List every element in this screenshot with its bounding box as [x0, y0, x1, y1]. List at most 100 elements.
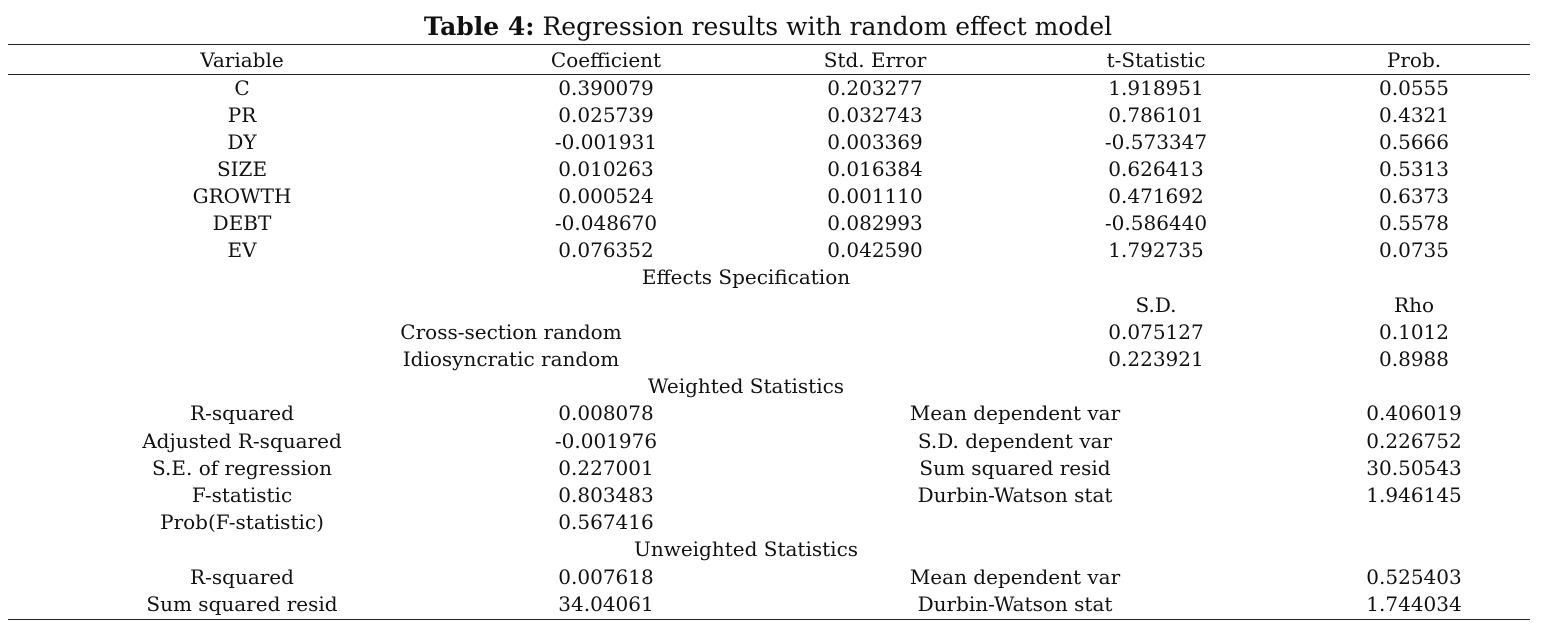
t-statistic-cell: 1.918951	[1108, 76, 1204, 100]
stat-value-cell: 34.04061	[558, 592, 654, 616]
std-error-cell: 0.032743	[827, 103, 923, 127]
table-title: Table 4: Regression results with random …	[0, 12, 1536, 42]
stat-label-cell: Mean dependent var	[909, 401, 1121, 425]
stat-label-cell: R-squared	[190, 401, 294, 425]
stat-value-cell: 0.007618	[558, 565, 654, 589]
std-error-cell: 0.016384	[827, 157, 923, 181]
std-error-cell: 0.203277	[827, 76, 923, 100]
table-row: Prob(F-statistic) 0.567416	[0, 509, 1550, 536]
table-row: Cross-section random 0.075127 0.1012	[0, 319, 1550, 346]
prob-cell: 0.5313	[1379, 157, 1449, 181]
table-row: C 0.390079 0.203277 1.918951 0.0555	[0, 75, 1550, 102]
stat-value-cell: 0.567416	[558, 510, 654, 534]
stat-label-cell: F-statistic	[191, 483, 293, 507]
coefficient-cell: 0.390079	[558, 76, 654, 100]
table-row: Sum squared resid 34.04061 Durbin-Watson…	[0, 591, 1550, 618]
table-row: Adjusted R-squared -0.001976 S.D. depend…	[0, 428, 1550, 455]
table-row: R-squared 0.008078 Mean dependent var 0.…	[0, 400, 1550, 427]
stat-label-cell: S.D. dependent var	[917, 429, 1113, 453]
stat-label-cell: Adjusted R-squared	[142, 429, 342, 453]
table-row: Idiosyncratic random 0.223921 0.8988	[0, 346, 1550, 373]
effects-header-row: S.D. Rho	[0, 292, 1550, 319]
variable-cell: PR	[227, 103, 257, 127]
table-row: PR 0.025739 0.032743 0.786101 0.4321	[0, 102, 1550, 129]
table-label: Table 4:	[423, 12, 535, 41]
coefficient-cell: -0.001931	[554, 130, 658, 154]
t-statistic-cell: -0.573347	[1104, 130, 1208, 154]
effect-label-cell: Idiosyncratic random	[402, 347, 620, 371]
table-row: S.E. of regression 0.227001 Sum squared …	[0, 455, 1550, 482]
rho-cell: 0.1012	[1379, 320, 1449, 344]
header-variable: Variable	[200, 48, 284, 72]
rho-cell: 0.8988	[1379, 347, 1449, 371]
coefficient-cell: -0.048670	[554, 211, 658, 235]
std-error-cell: 0.042590	[827, 238, 923, 262]
variable-cell: DY	[227, 130, 257, 154]
coefficient-cell: 0.000524	[558, 184, 654, 208]
prob-cell: 0.4321	[1379, 103, 1449, 127]
variable-cell: SIZE	[216, 157, 268, 181]
stat-value-cell: 0.227001	[558, 456, 654, 480]
sd-cell: 0.223921	[1108, 347, 1204, 371]
t-statistic-cell: 0.786101	[1108, 103, 1204, 127]
table-row: DY -0.001931 0.003369 -0.573347 0.5666	[0, 129, 1550, 156]
std-error-cell: 0.082993	[827, 211, 923, 235]
prob-cell: 0.5578	[1379, 211, 1449, 235]
variable-cell: EV	[227, 238, 257, 262]
std-error-cell: 0.003369	[827, 130, 923, 154]
table-row: R-squared 0.007618 Mean dependent var 0.…	[0, 564, 1550, 591]
table-row: SIZE 0.010263 0.016384 0.626413 0.5313	[0, 156, 1550, 183]
stat-value-cell: 0.803483	[558, 483, 654, 507]
variable-cell: C	[234, 76, 250, 100]
prob-cell: 0.5666	[1379, 130, 1449, 154]
header-rho: Rho	[1394, 293, 1434, 317]
stat-value-cell: 30.50543	[1366, 456, 1462, 480]
stat-label-cell: Mean dependent var	[909, 565, 1121, 589]
t-statistic-cell: 1.792735	[1108, 238, 1204, 262]
effect-label-cell: Cross-section random	[400, 320, 622, 344]
unweighted-stats-heading: Unweighted Statistics	[633, 537, 859, 561]
stat-label-cell: Sum squared resid	[146, 592, 338, 616]
coefficient-cell: 0.076352	[558, 238, 654, 262]
stat-label-cell: Sum squared resid	[919, 456, 1111, 480]
prob-cell: 0.0735	[1379, 238, 1449, 262]
t-statistic-cell: -0.586440	[1104, 211, 1208, 235]
effects-spec-heading: Effects Specification	[641, 265, 851, 289]
top-rule	[8, 44, 1530, 45]
table-row: GROWTH 0.000524 0.001110 0.471692 0.6373	[0, 183, 1550, 210]
stat-label-cell: Durbin-Watson stat	[917, 592, 1113, 616]
coefficient-cell: 0.010263	[558, 157, 654, 181]
header-prob: Prob.	[1386, 48, 1442, 72]
stat-value-cell: 0.525403	[1366, 565, 1462, 589]
coefficient-cell: 0.025739	[558, 103, 654, 127]
header-row: Variable Coefficient Std. Error t-Statis…	[0, 47, 1550, 74]
variable-cell: GROWTH	[192, 184, 292, 208]
weighted-stats-heading: Weighted Statistics	[647, 374, 845, 398]
stat-value-cell: 0.008078	[558, 401, 654, 425]
t-statistic-cell: 0.471692	[1108, 184, 1204, 208]
stat-label-cell: S.E. of regression	[152, 456, 332, 480]
stat-value-cell: 0.406019	[1366, 401, 1462, 425]
header-rule	[8, 74, 1530, 75]
stat-value-cell: 1.946145	[1366, 483, 1462, 507]
stat-value-cell: 0.226752	[1366, 429, 1462, 453]
header-sd: S.D.	[1135, 293, 1177, 317]
header-coefficient: Coefficient	[550, 48, 662, 72]
table-row: EV 0.076352 0.042590 1.792735 0.0735	[0, 237, 1550, 264]
header-t-statistic: t-Statistic	[1106, 48, 1206, 72]
sd-cell: 0.075127	[1108, 320, 1204, 344]
table-row: DEBT -0.048670 0.082993 -0.586440 0.5578	[0, 210, 1550, 237]
header-std-error: Std. Error	[823, 48, 927, 72]
variable-cell: DEBT	[212, 211, 272, 235]
t-statistic-cell: 0.626413	[1108, 157, 1204, 181]
std-error-cell: 0.001110	[827, 184, 923, 208]
prob-cell: 0.0555	[1379, 76, 1449, 100]
stat-value-cell: -0.001976	[554, 429, 658, 453]
stat-label-cell: R-squared	[190, 565, 294, 589]
stat-label-cell: Prob(F-statistic)	[160, 510, 324, 534]
stat-label-cell: Durbin-Watson stat	[917, 483, 1113, 507]
table-caption: Regression results with random effect mo…	[542, 12, 1113, 41]
prob-cell: 0.6373	[1379, 184, 1449, 208]
bottom-rule	[8, 619, 1530, 620]
table-row: F-statistic 0.803483 Durbin-Watson stat …	[0, 482, 1550, 509]
